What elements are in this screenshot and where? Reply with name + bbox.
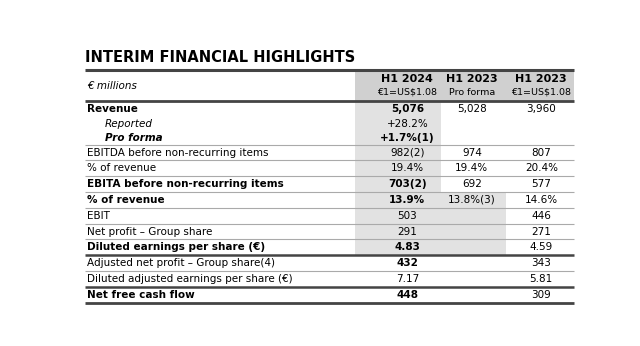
- Text: Reported: Reported: [105, 119, 153, 129]
- Text: 7.17: 7.17: [396, 274, 419, 284]
- Text: Diluted earnings per share (€): Diluted earnings per share (€): [88, 242, 266, 252]
- Text: € millions: € millions: [88, 81, 138, 91]
- Text: 446: 446: [531, 211, 551, 221]
- Text: 5,076: 5,076: [391, 104, 424, 114]
- Text: EBITDA before non-recurring items: EBITDA before non-recurring items: [88, 147, 269, 157]
- Text: 19.4%: 19.4%: [455, 163, 488, 173]
- Text: 703(2): 703(2): [388, 179, 427, 189]
- Text: Adjusted net profit – Group share(4): Adjusted net profit – Group share(4): [88, 258, 275, 268]
- Bar: [355, 192, 506, 255]
- Text: 271: 271: [531, 227, 551, 237]
- Text: €1=US$1.08: €1=US$1.08: [511, 88, 572, 97]
- Text: 13.8%(3): 13.8%(3): [448, 195, 496, 205]
- Text: 503: 503: [397, 211, 417, 221]
- Text: 309: 309: [531, 290, 551, 300]
- Text: 974: 974: [462, 147, 482, 157]
- Text: 807: 807: [531, 147, 551, 157]
- Text: 20.4%: 20.4%: [525, 163, 558, 173]
- Text: 14.6%: 14.6%: [525, 195, 558, 205]
- Text: 692: 692: [462, 179, 482, 189]
- Text: 13.9%: 13.9%: [389, 195, 426, 205]
- Text: Revenue: Revenue: [88, 104, 138, 114]
- Bar: [355, 70, 573, 101]
- Text: 291: 291: [397, 227, 417, 237]
- Text: H1 2024: H1 2024: [381, 74, 433, 84]
- Text: 5.81: 5.81: [530, 274, 553, 284]
- Text: 432: 432: [396, 258, 419, 268]
- Bar: [355, 101, 441, 255]
- Text: 982(2): 982(2): [390, 147, 424, 157]
- Text: 448: 448: [396, 290, 419, 300]
- Text: Net profit – Group share: Net profit – Group share: [88, 227, 213, 237]
- Text: Pro forma: Pro forma: [449, 88, 495, 97]
- Text: % of revenue: % of revenue: [88, 163, 157, 173]
- Text: 4.83: 4.83: [394, 242, 420, 252]
- Text: +1.7%(1): +1.7%(1): [380, 133, 435, 143]
- Text: 3,960: 3,960: [527, 104, 556, 114]
- Text: 577: 577: [531, 179, 551, 189]
- Text: EBIT: EBIT: [88, 211, 110, 221]
- Text: EBITA before non-recurring items: EBITA before non-recurring items: [88, 179, 284, 189]
- Text: % of revenue: % of revenue: [88, 195, 165, 205]
- Text: 19.4%: 19.4%: [391, 163, 424, 173]
- Text: INTERIM FINANCIAL HIGHLIGHTS: INTERIM FINANCIAL HIGHLIGHTS: [85, 49, 355, 64]
- Text: Diluted adjusted earnings per share (€): Diluted adjusted earnings per share (€): [88, 274, 293, 284]
- Text: €1=US$1.08: €1=US$1.08: [378, 88, 437, 97]
- Text: Pro forma: Pro forma: [105, 133, 163, 143]
- Text: 4.59: 4.59: [530, 242, 553, 252]
- Text: +28.2%: +28.2%: [387, 119, 428, 129]
- Text: 343: 343: [531, 258, 551, 268]
- Text: 5,028: 5,028: [457, 104, 486, 114]
- Text: Net free cash flow: Net free cash flow: [88, 290, 195, 300]
- Text: H1 2023: H1 2023: [515, 74, 567, 84]
- Text: H1 2023: H1 2023: [446, 74, 498, 84]
